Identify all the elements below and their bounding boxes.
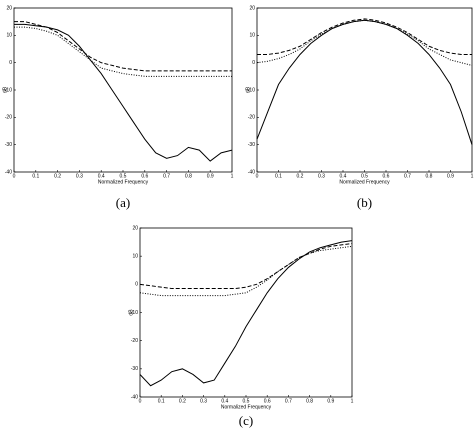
y-tick-label: 0 <box>252 60 255 66</box>
y-tick-label: -20 <box>131 338 138 344</box>
x-tick-label: 0.6 <box>264 398 271 404</box>
y-tick-label: -30 <box>248 142 255 148</box>
y-tick-label: 20 <box>249 5 255 11</box>
x-tick-label: 0.1 <box>158 398 165 404</box>
y-axis-label: dB <box>128 309 134 316</box>
x-tick-label: 0.2 <box>297 173 304 179</box>
x-axis-label: Normalized Frequency <box>339 179 390 185</box>
caption: (b) <box>357 195 372 210</box>
y-tick-label: -10 <box>248 87 255 93</box>
y-tick-label: 10 <box>132 253 138 259</box>
data-line <box>139 240 353 387</box>
x-tick-label: 1 <box>351 398 354 404</box>
y-tick-label: -40 <box>248 169 255 175</box>
x-tick-label: 0.3 <box>200 398 207 404</box>
y-tick-label: 20 <box>6 5 12 11</box>
x-tick-label: 0 <box>13 173 16 179</box>
x-tick-label: 0.3 <box>318 173 325 179</box>
data-line <box>257 18 472 55</box>
x-tick-label: 0.5 <box>120 173 127 179</box>
data-line <box>256 19 473 145</box>
data-line <box>139 242 353 290</box>
y-axis-label: dB <box>245 86 251 93</box>
x-tick-label: 0.9 <box>327 398 334 404</box>
data-line <box>139 245 353 297</box>
y-tick-label: -30 <box>131 366 138 372</box>
y-tick-label: 10 <box>6 33 12 39</box>
x-tick-label: 0.5 <box>243 398 250 404</box>
x-axis-label: Normalized Frequency <box>221 404 272 410</box>
y-axis-label: dB <box>2 86 8 93</box>
x-tick-label: 0.4 <box>221 398 228 404</box>
caption: (c) <box>239 413 253 428</box>
x-tick-label: 0.7 <box>163 173 170 179</box>
x-tick-label: 0.8 <box>185 173 192 179</box>
x-axis-label: Normalized Frequency <box>98 179 149 185</box>
x-tick-label: 0 <box>256 173 259 179</box>
x-tick-label: 0.5 <box>361 173 368 179</box>
plot-frame <box>256 7 473 173</box>
x-tick-label: 1 <box>471 173 474 179</box>
y-tick-label: -10 <box>5 87 12 93</box>
x-tick-label: 0 <box>139 398 142 404</box>
y-tick-label: 20 <box>132 225 138 231</box>
x-tick-label: 0.1 <box>275 173 282 179</box>
y-tick-label: -10 <box>131 310 138 316</box>
data-line <box>14 26 232 77</box>
y-tick-label: 0 <box>9 60 12 66</box>
x-tick-label: 0.2 <box>54 173 61 179</box>
x-tick-label: 0.3 <box>76 173 83 179</box>
x-tick-label: 0.8 <box>426 173 433 179</box>
y-tick-label: -40 <box>5 169 12 175</box>
plot-frame <box>13 7 233 173</box>
y-tick-label: -30 <box>5 142 12 148</box>
y-tick-label: 0 <box>135 282 138 288</box>
x-tick-label: 0.7 <box>285 398 292 404</box>
data-line <box>14 23 233 162</box>
x-tick-label: 0.7 <box>404 173 411 179</box>
x-tick-label: 1 <box>231 173 234 179</box>
y-tick-label: -20 <box>5 115 12 121</box>
x-tick-label: 0.4 <box>98 173 105 179</box>
y-tick-label: -40 <box>131 394 138 400</box>
data-line <box>256 19 473 66</box>
x-tick-label: 0.9 <box>207 173 214 179</box>
caption: (a) <box>116 195 130 210</box>
y-tick-label: 10 <box>249 33 255 39</box>
data-line <box>14 21 232 72</box>
x-tick-label: 0.8 <box>306 398 313 404</box>
x-tick-label: 0.9 <box>447 173 454 179</box>
y-tick-label: -20 <box>248 115 255 121</box>
x-tick-label: 0.4 <box>340 173 347 179</box>
x-tick-label: 0.2 <box>179 398 186 404</box>
x-tick-label: 0.1 <box>32 173 39 179</box>
x-tick-label: 0.6 <box>383 173 390 179</box>
x-tick-label: 0.6 <box>141 173 148 179</box>
